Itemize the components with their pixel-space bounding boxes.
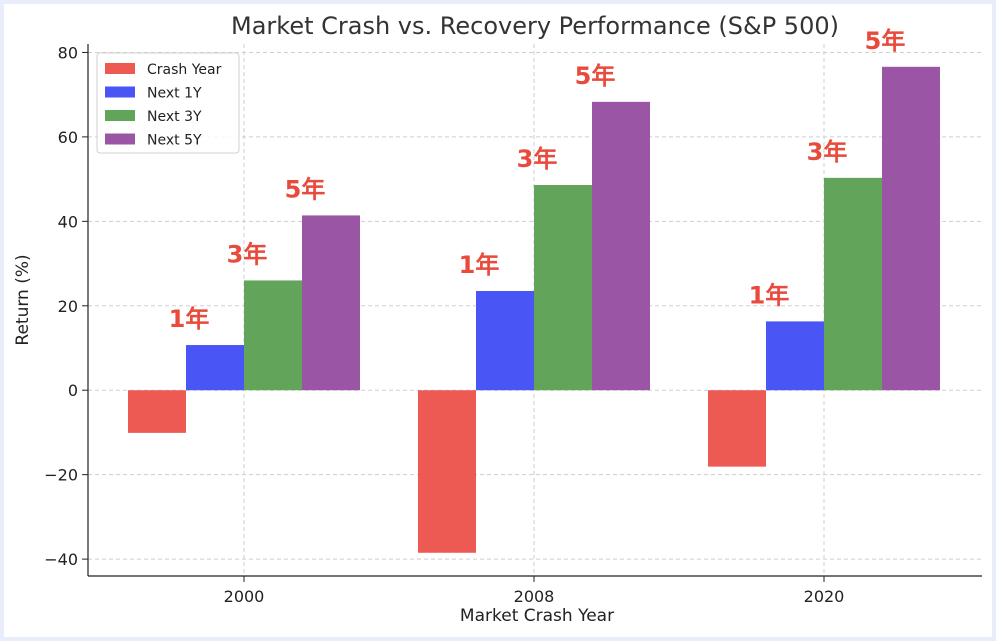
bar-next-3y-2020 bbox=[824, 177, 882, 391]
legend-swatch bbox=[105, 86, 135, 98]
legend-label: Crash Year bbox=[147, 62, 222, 78]
bar-next-1y-2008 bbox=[476, 291, 534, 391]
axes-layer: −40 −20 0 20 40 60 80 2000 2008 2020 bbox=[44, 43, 982, 606]
y-tick-label: −20 bbox=[44, 466, 78, 485]
y-tick-label: −40 bbox=[44, 550, 78, 569]
x-tick-label: 2008 bbox=[514, 587, 555, 606]
chart-canvas: −40 −20 0 20 40 60 80 2000 2008 2020 1年 3年 5年 1年 3年 5年… bbox=[13, 12, 982, 626]
bar-next-1y-2020 bbox=[766, 321, 824, 391]
legend-swatch bbox=[105, 133, 135, 145]
bar-annotation: 3年 bbox=[517, 145, 558, 173]
bar-next-5y-2000 bbox=[302, 215, 360, 391]
bar-annotation: 3年 bbox=[227, 240, 268, 268]
y-tick-label: 20 bbox=[58, 297, 78, 316]
bar-crash-year-2020 bbox=[708, 390, 766, 467]
bar-annotation: 1年 bbox=[169, 305, 210, 333]
bar-next-1y-2000 bbox=[186, 345, 244, 391]
bar-next-3y-2008 bbox=[534, 185, 592, 391]
y-tick-label: 0 bbox=[68, 381, 78, 400]
legend-label: Next 5Y bbox=[147, 133, 202, 149]
x-axis-title: Market Crash Year bbox=[460, 606, 614, 626]
bar-crash-year-2000 bbox=[128, 390, 186, 433]
x-tick-label: 2000 bbox=[224, 587, 265, 606]
bar-annotation: 3年 bbox=[807, 138, 848, 166]
y-tick-label: 40 bbox=[58, 212, 78, 231]
legend-box bbox=[96, 52, 240, 154]
bar-next-3y-2000 bbox=[244, 280, 302, 391]
legend: Crash Year Next 1Y Next 3Y Next 5Y bbox=[96, 52, 240, 154]
chart-title: Market Crash vs. Recovery Performance (S… bbox=[231, 12, 839, 40]
labels-layer: 1年 3年 5年 1年 3年 5年 1年 3年 5年 bbox=[169, 27, 906, 333]
x-tick-label: 2020 bbox=[804, 587, 845, 606]
legend-label: Next 3Y bbox=[147, 109, 202, 125]
bar-annotation: 5年 bbox=[285, 175, 326, 203]
chart-frame: −40 −20 0 20 40 60 80 2000 2008 2020 1年 3年 5年 1年 3年 5年… bbox=[4, 4, 992, 637]
y-tick-label: 80 bbox=[58, 43, 78, 62]
bars-layer bbox=[128, 66, 940, 553]
legend-swatch bbox=[105, 63, 135, 74]
y-axis-title: Return (%) bbox=[13, 254, 33, 345]
bar-next-5y-2008 bbox=[592, 101, 650, 391]
legend-label: Next 1Y bbox=[147, 86, 202, 102]
bar-annotation: 5年 bbox=[575, 62, 616, 90]
bar-next-5y-2020 bbox=[882, 66, 940, 391]
y-tick-label: 60 bbox=[58, 128, 78, 147]
bar-annotation: 1年 bbox=[459, 251, 500, 279]
bar-annotation: 5年 bbox=[865, 27, 906, 55]
legend-swatch bbox=[105, 110, 135, 121]
bar-annotation: 1年 bbox=[749, 281, 790, 309]
bar-crash-year-2008 bbox=[418, 390, 476, 553]
